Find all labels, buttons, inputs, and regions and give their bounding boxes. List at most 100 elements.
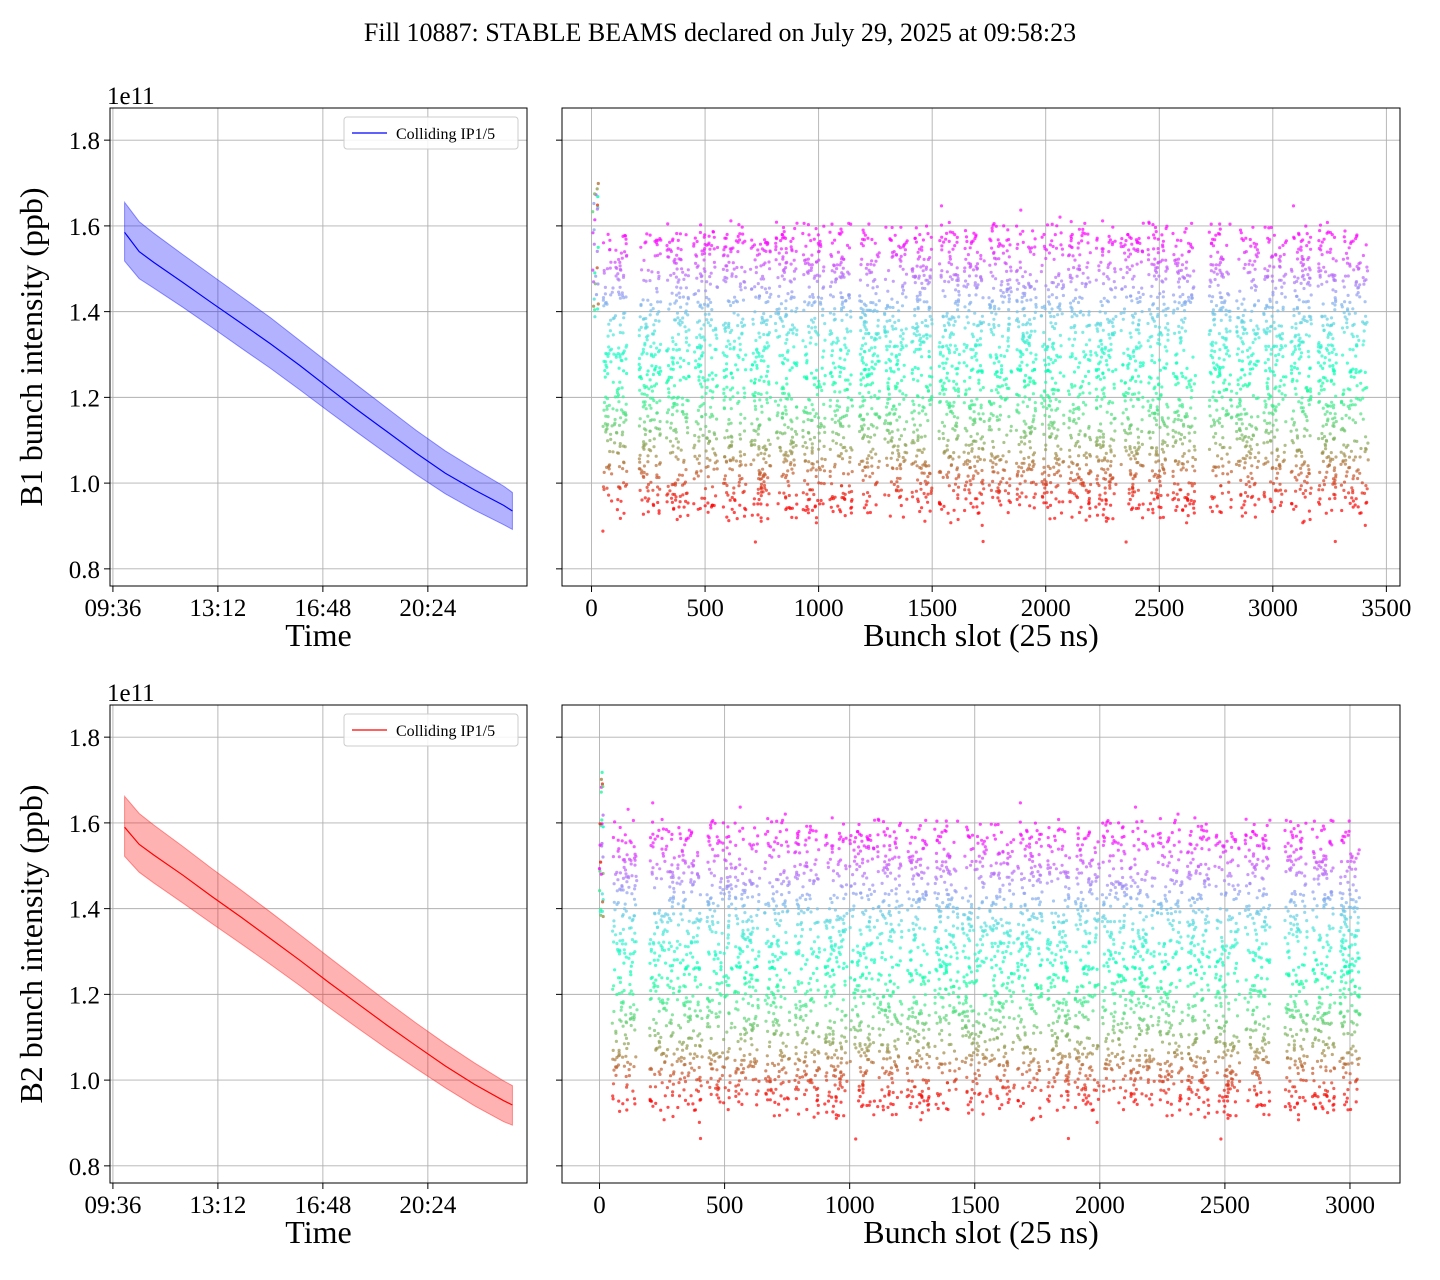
scatter-point <box>900 285 905 289</box>
scatter-point <box>700 252 704 256</box>
scatter-point <box>1107 234 1111 238</box>
scatter-point <box>1104 516 1108 520</box>
scatter-point <box>875 309 879 313</box>
scatter-point <box>977 378 981 382</box>
scatter-point <box>869 395 873 399</box>
scatter-point <box>963 379 967 383</box>
scatter-point <box>1166 493 1170 497</box>
scatter-point <box>743 270 747 274</box>
scatter-point <box>947 317 951 321</box>
scatter-point <box>725 354 729 358</box>
scatter-point <box>972 322 976 326</box>
scatter-point <box>988 263 992 267</box>
scatter-point <box>1046 368 1050 372</box>
scatter-point <box>1087 496 1091 501</box>
scatter-point <box>1125 295 1129 299</box>
scatter-point <box>877 389 882 393</box>
scatter-point <box>1123 251 1127 255</box>
scatter-point <box>1035 279 1039 283</box>
scatter-point <box>1165 425 1169 429</box>
scatter-point <box>1048 399 1053 403</box>
scatter-point <box>927 464 931 468</box>
scatter-point <box>965 462 969 466</box>
scatter-point <box>643 343 647 347</box>
scatter-point <box>617 293 622 297</box>
scatter-point <box>1223 378 1227 382</box>
scatter-point <box>1276 309 1280 313</box>
scatter-point <box>956 517 960 522</box>
scatter-point <box>1305 481 1309 485</box>
scatter-point <box>901 337 905 341</box>
scatter-point <box>1039 394 1043 398</box>
scatter-point <box>835 408 840 412</box>
scatter-point <box>1219 318 1223 322</box>
scatter-point <box>835 404 839 408</box>
scatter-point <box>722 369 726 373</box>
scatter-point <box>764 374 769 378</box>
scatter-point <box>704 412 708 417</box>
scatter-point <box>1304 333 1308 337</box>
scatter-point <box>806 511 811 515</box>
scatter-point <box>1074 421 1078 425</box>
scatter-point <box>870 372 874 376</box>
scatter-point <box>922 491 926 496</box>
scatter-point <box>809 418 813 422</box>
x-axis-label: Bunch slot (25 ns) <box>863 617 1099 653</box>
scatter-point <box>753 394 757 398</box>
scatter-point <box>1278 265 1282 269</box>
x-tick-label: 20:24 <box>399 595 456 622</box>
scatter-point <box>802 273 806 277</box>
scatter-point <box>812 237 816 241</box>
scatter-point <box>1100 342 1104 346</box>
scatter-point <box>728 247 732 251</box>
scatter-point <box>1278 482 1282 486</box>
scatter-point <box>1297 311 1301 315</box>
scatter-point <box>894 489 899 493</box>
scatter-point <box>864 474 868 478</box>
scatter-point <box>1235 299 1239 303</box>
scatter-point <box>1269 480 1273 484</box>
scatter-point <box>725 385 729 389</box>
scatter-point <box>1022 457 1026 461</box>
scatter-point <box>608 238 612 242</box>
scatter-point <box>969 434 973 439</box>
scatter-point <box>1018 349 1022 353</box>
scatter-point <box>1264 405 1268 409</box>
scatter-point <box>1185 414 1189 418</box>
scatter-point <box>1271 509 1275 514</box>
scatter-point <box>757 497 761 502</box>
scatter-point <box>954 288 958 292</box>
scatter-point <box>1225 243 1229 247</box>
scatter-point <box>1044 448 1048 452</box>
scatter-point <box>859 263 863 267</box>
scatter-point <box>828 311 833 315</box>
scatter-point <box>673 301 677 305</box>
scatter-point <box>1045 248 1049 252</box>
scatter-point <box>727 300 731 304</box>
scatter-point <box>1111 241 1115 245</box>
scatter-point <box>694 261 698 265</box>
scatter-point <box>885 319 889 323</box>
scatter-point <box>916 497 920 501</box>
scatter-point <box>1274 467 1278 471</box>
scatter-point <box>677 291 681 295</box>
scatter-point <box>704 289 708 293</box>
scatter-point <box>1129 294 1133 298</box>
scatter-point <box>656 270 660 275</box>
scatter-point <box>794 444 798 448</box>
scatter-point <box>1016 242 1020 246</box>
scatter-point <box>1029 481 1033 485</box>
scatter-point <box>1059 511 1064 515</box>
scatter-point <box>703 496 707 500</box>
scatter-point <box>625 371 629 376</box>
scatter-point <box>1128 497 1132 502</box>
scatter-point <box>1046 288 1050 292</box>
scatter-point <box>926 500 930 504</box>
scatter-point <box>862 320 866 324</box>
scatter-point <box>1149 446 1154 450</box>
scatter-point <box>641 298 645 302</box>
scatter-point <box>1086 232 1090 236</box>
scatter-point <box>867 440 871 444</box>
scatter-point <box>1149 312 1153 316</box>
scatter-point <box>822 349 826 353</box>
